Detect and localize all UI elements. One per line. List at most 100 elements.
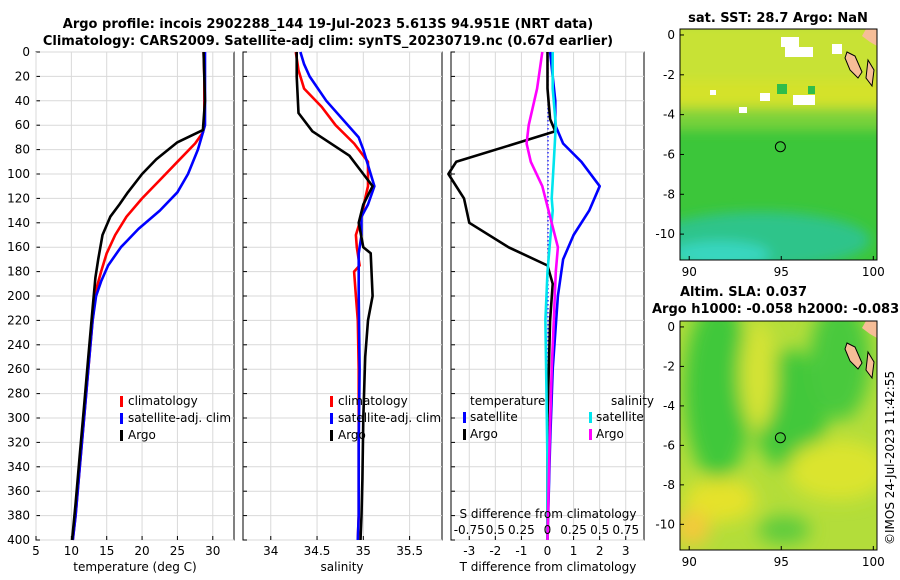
depth-tick-label: 100	[7, 167, 30, 181]
sst-tick-labels: 90 95 100 0 -2 -4 -6 -8 -10	[655, 28, 884, 279]
sla-tick-labels: 90 95 100 0 -2 -4 -6 -8 -10	[655, 320, 884, 569]
depth-tick-label: 320	[7, 435, 30, 449]
sst-map-panel: sat. SST: 28.7 Argo: NaN	[655, 11, 884, 279]
lon-tick-label: 95	[774, 265, 789, 279]
x-tick-label: 35	[356, 544, 371, 558]
s-tick-label: 0.25	[560, 523, 587, 537]
s-difference-tick-labels: -0.75 0.5 0.25 0 0.25 0.5 0.75	[454, 523, 639, 537]
lat-tick-label: -2	[663, 359, 675, 373]
legend-label-satellite: satellite-adj. clim	[128, 411, 231, 425]
x-tick-label: 25	[170, 544, 185, 558]
lat-tick-label: 0	[667, 28, 675, 42]
sla-green-patch	[758, 516, 810, 544]
cloud-gap	[710, 90, 716, 95]
depth-tick-label: 0	[22, 45, 30, 59]
sla-axes	[679, 320, 878, 551]
s-tick-label: 0.5	[590, 523, 609, 537]
legend-label-s-argo: Argo	[596, 427, 624, 441]
salinity-legend: climatology satellite-adj. clim Argo	[330, 394, 441, 442]
salinity-tick-labels: 34 34.5 35 35.5	[263, 544, 423, 558]
depth-tick-label: 40	[15, 94, 30, 108]
depth-tick-label: 380	[7, 509, 30, 523]
legend-swatch-s-argo	[589, 429, 592, 440]
temperature-xlabel: temperature (deg C)	[73, 560, 196, 574]
series-line-argo	[70, 51, 207, 541]
lat-tick-label: -2	[663, 68, 675, 82]
legend-swatch-climatology	[120, 396, 123, 407]
legend-swatch-s-satellite	[589, 412, 592, 423]
island-outline	[844, 342, 863, 370]
legend-swatch-argo	[330, 430, 333, 441]
lon-tick-label: 95	[774, 555, 789, 569]
x-tick-label: -3	[463, 544, 475, 558]
sla-map-title-line1: Altim. SLA: 0.037	[680, 285, 807, 300]
sla-orange-patch	[680, 510, 710, 546]
legend-label-s-satellite: satellite	[596, 410, 644, 424]
legend-swatch-t-argo	[463, 429, 466, 440]
lat-tick-label: 0	[667, 320, 675, 334]
cloud-gap	[832, 44, 842, 54]
series-line-satellite-adj-clim	[299, 51, 376, 541]
depth-tick-label: 160	[7, 240, 30, 254]
lat-tick-label: -10	[655, 227, 675, 241]
green-pixel	[808, 86, 815, 94]
s-tick-label: 0.75	[612, 523, 639, 537]
depth-tick-label: 120	[7, 191, 30, 205]
x-tick-label: 15	[99, 544, 114, 558]
salinity-series	[294, 51, 376, 541]
legend-label-satellite: satellite-adj. clim	[338, 411, 441, 425]
sla-green-lobe	[810, 321, 870, 420]
legend-title-temperature: temperature	[470, 394, 545, 408]
salinity-gridlines	[243, 51, 442, 541]
sla-map-panel: Altim. SLA: 0.037 Argo h1000: -0.058 h20…	[652, 285, 899, 569]
series-line-argo	[295, 52, 374, 541]
depth-tick-label: 60	[15, 118, 30, 132]
x-tick-label: 10	[64, 544, 79, 558]
depth-tick-label: 300	[7, 411, 30, 425]
lon-tick-label: 90	[682, 265, 697, 279]
lon-tick-label: 100	[862, 265, 885, 279]
difference-series	[447, 51, 602, 541]
cloud-gap	[793, 95, 815, 105]
x-tick-label: 34.5	[304, 544, 331, 558]
difference-legend: temperature salinity satellite Argo sate…	[463, 394, 654, 441]
lat-tick-label: -6	[663, 147, 675, 161]
argo-float-marker	[774, 141, 786, 153]
sla-yellow-lobe	[740, 321, 776, 430]
x-tick-label: -2	[489, 544, 501, 558]
depth-tick-label: 80	[15, 143, 30, 157]
x-tick-label: 30	[205, 544, 220, 558]
s-tick-label: 0.5	[486, 523, 505, 537]
x-tick-label: 1	[570, 544, 578, 558]
legend-label-climatology: climatology	[338, 394, 408, 408]
sst-map-title: sat. SST: 28.7 Argo: NaN	[688, 11, 868, 26]
sst-cyan-patch	[680, 241, 770, 260]
figure-title-line2: Climatology: CARS2009. Satellite-adj cli…	[43, 34, 613, 49]
depth-tick-label: 180	[7, 265, 30, 279]
cloud-gap	[785, 47, 813, 57]
s-tick-label: -0.75	[454, 523, 485, 537]
legend-label-argo: Argo	[338, 428, 366, 442]
island-outline	[865, 58, 875, 88]
temperature-legend: climatology satellite-adj. clim Argo	[120, 394, 231, 442]
depth-tick-label: 340	[7, 460, 30, 474]
legend-swatch-argo	[120, 430, 123, 441]
x-tick-label: 35.5	[396, 544, 423, 558]
depth-tick-label: 200	[7, 289, 30, 303]
depth-tick-label: 20	[15, 69, 30, 83]
sla-map-title-line2: Argo h1000: -0.058 h2000: -0.083	[652, 302, 899, 317]
island-outline	[844, 51, 863, 79]
lat-tick-label: -4	[663, 399, 675, 413]
lat-tick-label: -8	[663, 478, 675, 492]
lat-tick-label: -8	[663, 187, 675, 201]
depth-tick-label: 400	[7, 533, 30, 547]
legend-swatch-t-satellite	[463, 412, 466, 423]
s-difference-label: S difference from climatology	[460, 507, 637, 521]
sst-transition-band	[680, 108, 877, 130]
lat-tick-label: -6	[663, 438, 675, 452]
x-tick-label: 20	[134, 544, 149, 558]
sla-yellow-lobe	[684, 478, 756, 522]
t-difference-tick-labels: -3 -2 -1 0 1 2 3	[463, 544, 629, 558]
sla-yellow-lobe	[788, 440, 877, 500]
